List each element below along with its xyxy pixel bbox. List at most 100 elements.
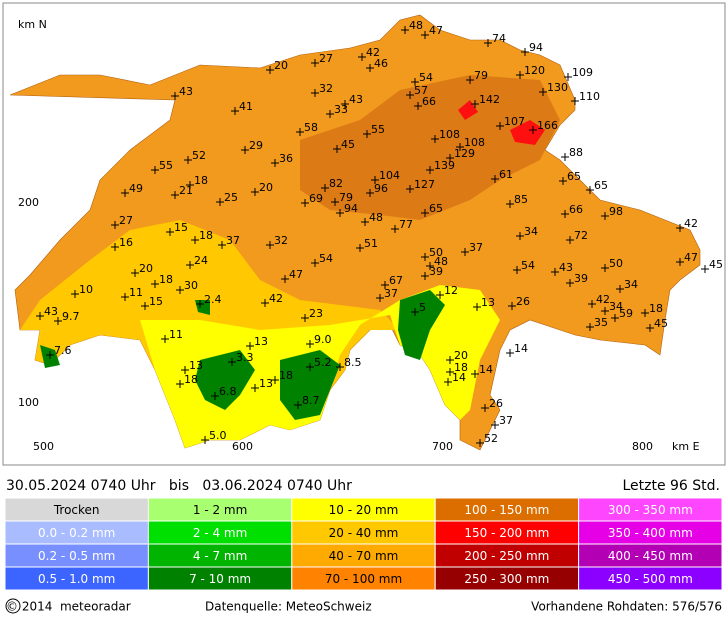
station-marker bbox=[218, 241, 226, 249]
station-value: 8.7 bbox=[302, 394, 320, 407]
x-label: 800 bbox=[632, 440, 653, 453]
station-value: 9.0 bbox=[314, 333, 332, 346]
station-marker bbox=[301, 314, 309, 322]
station-value: 65 bbox=[429, 202, 443, 215]
station-value: 127 bbox=[414, 178, 435, 191]
station-value: 15 bbox=[174, 221, 188, 234]
station-marker bbox=[271, 376, 279, 384]
station-value: 5.0 bbox=[209, 429, 227, 442]
peak-area bbox=[458, 100, 545, 145]
station-value: 34 bbox=[524, 225, 538, 238]
station-value: 47 bbox=[429, 24, 443, 37]
station-value: 142 bbox=[479, 93, 500, 106]
station-value: 16 bbox=[119, 236, 133, 249]
station-value: 49 bbox=[129, 182, 143, 195]
station-value: 52 bbox=[484, 432, 498, 445]
legend-label: 2 - 4 mm bbox=[193, 526, 247, 540]
station-value: 34 bbox=[609, 300, 623, 313]
raw-data: Vorhandene Rohdaten: 576/576 bbox=[531, 600, 722, 614]
station-marker bbox=[529, 126, 537, 134]
station-value: 129 bbox=[454, 147, 475, 160]
station-marker bbox=[566, 236, 574, 244]
station-marker bbox=[551, 268, 559, 276]
station-value: 37 bbox=[384, 287, 398, 300]
station-value: 77 bbox=[399, 218, 413, 231]
station-value: 72 bbox=[574, 229, 588, 242]
station-value: 18 bbox=[649, 302, 663, 315]
station-marker bbox=[601, 307, 609, 315]
station-value: 50 bbox=[429, 246, 443, 259]
station-marker bbox=[111, 243, 119, 251]
station-marker bbox=[151, 166, 159, 174]
station-value: 47 bbox=[684, 251, 698, 264]
x-label: 500 bbox=[33, 440, 54, 453]
station-marker bbox=[311, 89, 319, 97]
station-marker bbox=[186, 261, 194, 269]
station-marker bbox=[516, 71, 524, 79]
station-value: 98 bbox=[609, 205, 623, 218]
station-value: 55 bbox=[371, 123, 385, 136]
station-marker bbox=[306, 363, 314, 371]
station-value: 43 bbox=[559, 261, 573, 274]
station-marker bbox=[701, 265, 709, 273]
period: 30.05.2024 0740 Uhr bis 03.06.2024 0740 … bbox=[6, 478, 352, 494]
station-value: 23 bbox=[309, 307, 323, 320]
legend-label: 0.5 - 1.0 mm bbox=[38, 572, 115, 586]
station-value: 15 bbox=[149, 295, 163, 308]
station-value: 94 bbox=[344, 202, 358, 215]
station-marker bbox=[333, 145, 341, 153]
station-marker bbox=[54, 317, 62, 325]
legend-label: 7 - 10 mm bbox=[189, 572, 251, 586]
station-marker bbox=[586, 323, 594, 331]
station-value: 36 bbox=[279, 152, 293, 165]
legend-label: 250 - 300 mm bbox=[464, 572, 549, 586]
legend-swatch bbox=[578, 566, 723, 591]
station-marker bbox=[481, 404, 489, 412]
station-value: 18 bbox=[279, 369, 293, 382]
station-marker bbox=[391, 225, 399, 233]
station-value: 166 bbox=[537, 119, 558, 132]
station-value: 30 bbox=[184, 279, 198, 292]
legend-label: 200 - 250 mm bbox=[464, 549, 549, 563]
station-value: 20 bbox=[454, 349, 468, 362]
station-marker bbox=[641, 309, 649, 317]
station-marker bbox=[473, 303, 481, 311]
source: Datenquelle: MeteoSchweiz bbox=[205, 600, 372, 614]
station-value: 43 bbox=[349, 93, 363, 106]
station-marker bbox=[516, 232, 524, 240]
axis: km N km E 200 100 500 600 700 800 bbox=[18, 18, 700, 453]
station-value: 96 bbox=[374, 182, 388, 195]
station-value: 39 bbox=[429, 265, 443, 278]
station-value: 37 bbox=[469, 241, 483, 254]
station-marker bbox=[431, 135, 439, 143]
station-marker bbox=[406, 91, 414, 99]
station-value: 7.6 bbox=[54, 344, 72, 357]
legend-label: 450 - 500 mm bbox=[608, 572, 693, 586]
station-marker bbox=[559, 177, 567, 185]
station-marker bbox=[401, 26, 409, 34]
x-label: 600 bbox=[232, 440, 253, 453]
station-marker bbox=[561, 210, 569, 218]
station-value: 8.5 bbox=[344, 356, 362, 369]
station-value: 18 bbox=[194, 174, 208, 187]
station-value: 130 bbox=[547, 81, 568, 94]
station-marker bbox=[311, 259, 319, 267]
station-marker bbox=[611, 314, 619, 322]
station-marker bbox=[176, 286, 184, 294]
y-unit: km N bbox=[18, 18, 47, 31]
station-marker bbox=[356, 244, 364, 252]
station-value: 108 bbox=[464, 136, 485, 149]
station-value: 2.4 bbox=[204, 293, 222, 306]
station-value: 18 bbox=[199, 229, 213, 242]
station-value: 41 bbox=[239, 100, 253, 113]
station-marker bbox=[241, 146, 249, 154]
station-marker bbox=[121, 293, 129, 301]
station-value: 26 bbox=[516, 295, 530, 308]
station-value: 94 bbox=[529, 41, 543, 54]
station-value: 58 bbox=[304, 121, 318, 134]
station-marker bbox=[564, 73, 572, 81]
station-value: 29 bbox=[249, 139, 263, 152]
station-marker bbox=[261, 299, 269, 307]
legend-label: 150 - 200 mm bbox=[464, 526, 549, 540]
